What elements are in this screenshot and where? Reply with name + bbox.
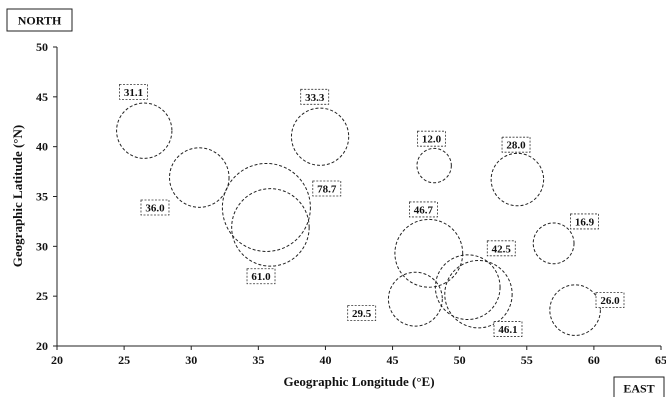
bubble — [532, 222, 575, 265]
value-label-text: 42.5 — [492, 243, 512, 255]
east-label: EAST — [623, 382, 654, 396]
bubble — [444, 259, 513, 329]
bubble-value-label: 28.0 — [501, 136, 531, 153]
y-tick-label: 30 — [36, 239, 48, 253]
east-corner-label: EAST — [613, 376, 665, 397]
value-label-text: 61.0 — [251, 271, 271, 283]
x-tick-label: 60 — [588, 353, 600, 367]
value-label-box — [570, 213, 599, 230]
value-label-box — [493, 321, 523, 337]
north-label: NORTH — [18, 14, 62, 28]
value-label-box — [246, 268, 276, 285]
bubble — [116, 102, 173, 159]
x-tick-label: 65 — [655, 353, 666, 367]
value-label-box — [300, 88, 330, 105]
bubble-value-label: 31.1 — [119, 83, 148, 100]
bubble-value-label: 16.9 — [570, 213, 599, 230]
bubble — [387, 271, 443, 327]
x-tick-label: 40 — [319, 353, 331, 367]
bubble — [231, 188, 310, 267]
value-label-box — [409, 201, 438, 218]
value-label-box — [595, 292, 625, 309]
x-tick-label: 55 — [521, 353, 533, 367]
value-label-box — [119, 83, 148, 100]
bubble-value-label: 46.1 — [493, 321, 523, 337]
bubble-value-label: 33.3 — [300, 88, 330, 105]
value-label-text: 78.7 — [317, 184, 337, 196]
value-label-box — [312, 180, 342, 197]
y-tick-label: 20 — [36, 339, 48, 353]
x-axis-ticks: 20 25 30 35 40 45 50 55 60 65 — [51, 346, 666, 367]
y-tick-label: 40 — [36, 140, 48, 154]
value-label-box — [347, 305, 377, 322]
value-label-text: 29.5 — [352, 308, 372, 320]
y-axis-title: Geographic Latitude (°N) — [10, 125, 25, 267]
value-label-text: 26.0 — [600, 295, 620, 307]
y-axis-ticks: 20 25 30 35 40 45 50 — [36, 40, 57, 353]
bubble-value-label: 78.7 — [312, 180, 342, 197]
value-label-text: 46.1 — [498, 324, 517, 336]
bubble-value-label: 61.0 — [246, 268, 276, 285]
y-tick-label: 45 — [36, 90, 48, 104]
y-tick-label: 25 — [36, 289, 48, 303]
bubble — [290, 107, 350, 166]
bubble — [169, 147, 230, 208]
y-tick-label: 50 — [36, 40, 48, 54]
bubble — [416, 147, 452, 184]
bubble — [434, 254, 501, 321]
x-tick-label: 45 — [387, 353, 399, 367]
bubble-value-labels: 31.1 36.0 78.7 61.0 33.3 12.0 28.0 46.7 16.9 42.5… — [119, 83, 625, 337]
bubble-value-label: 36.0 — [140, 199, 170, 216]
x-tick-label: 30 — [185, 353, 197, 367]
value-label-text: 12.0 — [422, 134, 442, 146]
value-label-text: 33.3 — [305, 92, 325, 104]
bubble-value-label: 26.0 — [595, 292, 625, 309]
value-label-box — [501, 136, 531, 153]
value-label-text: 28.0 — [506, 140, 526, 152]
y-tick-label: 35 — [36, 190, 48, 204]
value-label-box — [486, 240, 516, 257]
x-axis-title: Geographic Longitude (°E) — [283, 374, 434, 389]
value-label-box — [140, 199, 170, 216]
bubble — [394, 218, 464, 288]
value-label-text: 46.7 — [414, 204, 434, 216]
value-label-text: 31.1 — [124, 87, 143, 99]
bubble — [221, 162, 311, 252]
x-tick-label: 20 — [51, 353, 63, 367]
value-label-text: 16.9 — [575, 216, 595, 228]
north-corner-label: NORTH — [6, 8, 73, 32]
x-tick-label: 25 — [118, 353, 130, 367]
bubble-value-label: 29.5 — [347, 305, 377, 322]
bubble-value-label: 42.5 — [486, 240, 516, 257]
bubble — [490, 152, 545, 207]
x-tick-label: 50 — [454, 353, 466, 367]
bubble-value-label: 46.7 — [409, 201, 438, 218]
bubble-series — [116, 102, 601, 336]
bubble — [549, 284, 601, 336]
value-label-box — [417, 130, 446, 147]
bubble-value-label: 12.0 — [417, 130, 446, 147]
x-tick-label: 35 — [252, 353, 264, 367]
value-label-text: 36.0 — [145, 202, 165, 214]
